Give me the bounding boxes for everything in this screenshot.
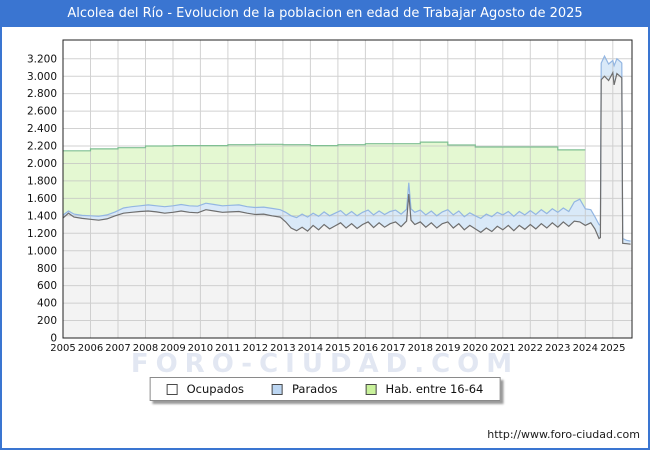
svg-text:2.600: 2.600 — [27, 106, 57, 118]
svg-text:0: 0 — [50, 333, 57, 345]
svg-text:2024: 2024 — [573, 343, 598, 354]
watermark-text: FORO-CIUDAD.COM — [130, 349, 520, 379]
svg-text:2007: 2007 — [105, 343, 130, 354]
line-ocupados — [62, 70, 631, 245]
legend-item-hab-16-64: Hab. entre 16-64 — [365, 382, 484, 396]
svg-text:2.800: 2.800 — [27, 88, 57, 100]
svg-text:800: 800 — [37, 263, 57, 275]
svg-text:3.200: 3.200 — [27, 53, 57, 65]
title-bar: Alcolea del Río - Evolucion de la poblac… — [0, 0, 650, 27]
legend-label-hab-16-64: Hab. entre 16-64 — [385, 382, 484, 396]
line-hab-entre-16-64 — [63, 141, 586, 152]
legend-label-ocupados: Ocupados — [186, 382, 244, 396]
legend-item-parados: Parados — [271, 382, 338, 396]
svg-text:2025: 2025 — [600, 343, 625, 354]
svg-text:1.400: 1.400 — [27, 210, 57, 222]
svg-text:2021: 2021 — [490, 343, 515, 354]
svg-text:400: 400 — [37, 298, 57, 310]
svg-text:2008: 2008 — [133, 343, 158, 354]
svg-text:2.000: 2.000 — [27, 158, 57, 170]
svg-text:2017: 2017 — [380, 343, 405, 354]
svg-text:2020: 2020 — [463, 343, 488, 354]
svg-text:1.200: 1.200 — [27, 228, 57, 240]
svg-text:2010: 2010 — [188, 343, 213, 354]
page-title: Alcolea del Río - Evolucion de la poblac… — [67, 6, 583, 21]
svg-text:2016: 2016 — [353, 343, 378, 354]
svg-text:2013: 2013 — [270, 343, 295, 354]
x-axis-labels: 2005 2006 2007 2008 2009 2010 2011 2012 2013 2014… — [50, 343, 625, 354]
svg-text:2.200: 2.200 — [27, 141, 57, 153]
svg-text:2018: 2018 — [408, 343, 433, 354]
svg-text:1.600: 1.600 — [27, 193, 57, 205]
source-url: http://www.foro-ciudad.com — [487, 428, 640, 441]
svg-text:2022: 2022 — [518, 343, 543, 354]
svg-text:2005: 2005 — [50, 343, 75, 354]
y-axis-labels: 0 200 400 600 800 1.000 1.200 1.400 1.600 1.800 2.… — [27, 53, 57, 344]
svg-text:2012: 2012 — [243, 343, 268, 354]
svg-text:2014: 2014 — [298, 343, 323, 354]
legend-label-parados: Parados — [291, 382, 338, 396]
hab-16-64-swatch-icon — [365, 383, 377, 395]
svg-text:2019: 2019 — [435, 343, 460, 354]
line-parados — [62, 54, 631, 242]
svg-text:2.400: 2.400 — [27, 123, 57, 135]
parados-swatch-icon — [271, 383, 283, 395]
ocupados-swatch-icon — [166, 383, 178, 395]
plot-border — [62, 39, 633, 339]
gridlines — [62, 40, 632, 339]
svg-text:3.000: 3.000 — [27, 71, 57, 83]
svg-text:2006: 2006 — [78, 343, 103, 354]
svg-text:600: 600 — [37, 280, 57, 292]
chart-legend: Ocupados Parados Hab. entre 16-64 — [149, 377, 501, 401]
svg-text:1.800: 1.800 — [27, 176, 57, 188]
area-ocupados — [63, 72, 631, 338]
svg-text:2015: 2015 — [325, 343, 350, 354]
legend-item-ocupados: Ocupados — [166, 382, 244, 396]
svg-text:2023: 2023 — [545, 343, 570, 354]
svg-text:2011: 2011 — [215, 343, 240, 354]
svg-text:200: 200 — [37, 315, 57, 327]
svg-text:1.000: 1.000 — [27, 245, 57, 257]
svg-text:2009: 2009 — [160, 343, 185, 354]
